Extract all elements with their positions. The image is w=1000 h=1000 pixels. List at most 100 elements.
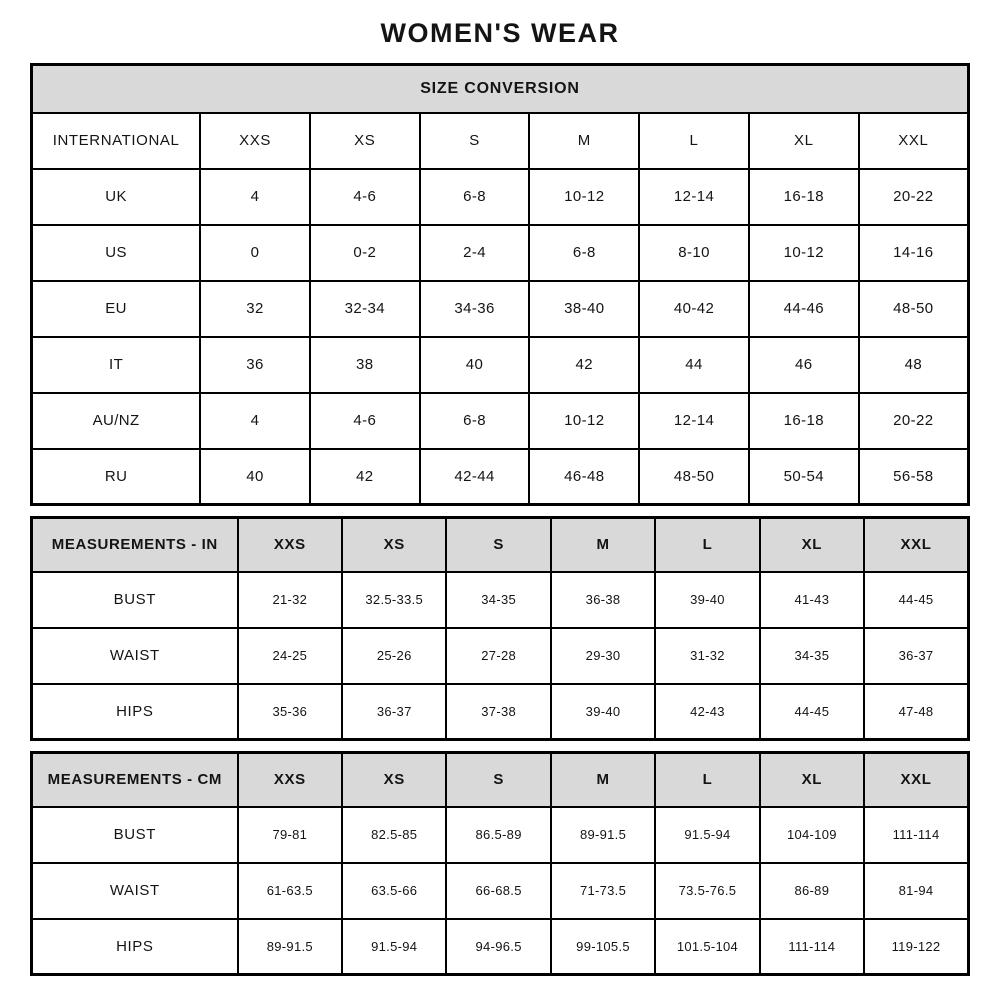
measurements-in-header-row: MEASUREMENTS - IN XXS XS S M L XL XXL [30,516,970,573]
cell: 6-8 [418,167,531,226]
column-header-xs: XS [308,111,421,170]
cell: 25-26 [341,626,448,685]
table-row-bust-cm: BUST 79-81 82.5-85 86.5-89 89-91.5 91.5-… [30,805,970,864]
measurements-cm-table: MEASUREMENTS - CM XXS XS S M L XL XXL BU… [30,751,970,976]
cell: 39-40 [654,570,761,629]
cell: 44-45 [863,570,970,629]
table-row-us: US 0 0-2 2-4 6-8 8-10 10-12 14-16 [30,223,970,282]
cell: 48 [857,335,970,394]
column-header-s: S [418,111,531,170]
row-label-bust: BUST [30,805,239,864]
cell: 12-14 [638,167,750,226]
cell: 32 [199,279,311,338]
measurements-cm-header-row: MEASUREMENTS - CM XXS XS S M L XL XXL [30,751,970,808]
cell: 34-36 [418,279,531,338]
cell: 104-109 [758,805,866,864]
column-header-l: L [654,516,761,573]
cell: 38 [308,335,421,394]
cell: 32.5-33.5 [341,570,448,629]
cell: 86-89 [758,861,866,920]
cell: 111-114 [863,805,970,864]
table-row-aunz: AU/NZ 4 4-6 6-8 10-12 12-14 16-18 20-22 [30,391,970,450]
column-header-measurements-cm: MEASUREMENTS - CM [30,751,239,808]
cell: 27-28 [445,626,552,685]
cell: 35-36 [236,682,344,741]
size-conversion-table: SIZE CONVERSION INTERNATIONAL XXS XS S M… [30,63,970,506]
cell: 36-37 [863,626,970,685]
cell: 56-58 [857,447,970,506]
cell: 10-12 [528,167,641,226]
cell: 66-68.5 [445,861,552,920]
row-label-bust: BUST [30,570,239,629]
table-row-ru: RU 40 42 42-44 46-48 48-50 50-54 56-58 [30,447,970,506]
row-label-it: IT [30,335,202,394]
column-header-xs: XS [341,751,448,808]
cell: 89-91.5 [236,917,344,976]
column-header-xl: XL [747,111,860,170]
column-header-m: M [549,516,657,573]
cell: 16-18 [747,167,860,226]
cell: 21-32 [236,570,344,629]
cell: 46-48 [528,447,641,506]
row-label-aunz: AU/NZ [30,391,202,450]
cell: 10-12 [747,223,860,282]
cell: 24-25 [236,626,344,685]
table-row-uk: UK 4 4-6 6-8 10-12 12-14 16-18 20-22 [30,167,970,226]
cell: 44-45 [758,682,866,741]
cell: 34-35 [758,626,866,685]
cell: 34-35 [445,570,552,629]
cell: 71-73.5 [549,861,657,920]
table-row-it: IT 36 38 40 42 44 46 48 [30,335,970,394]
cell: 42 [528,335,641,394]
cell: 42 [308,447,421,506]
cell: 0-2 [308,223,421,282]
cell: 36-38 [549,570,657,629]
measurements-in-table: MEASUREMENTS - IN XXS XS S M L XL XXL BU… [30,516,970,741]
cell: 47-48 [863,682,970,741]
cell: 39-40 [549,682,657,741]
cell: 10-12 [528,391,641,450]
row-label-eu: EU [30,279,202,338]
row-label-waist: WAIST [30,626,239,685]
table-row-hips-in: HIPS 35-36 36-37 37-38 39-40 42-43 44-45… [30,682,970,741]
column-header-xxl: XXL [857,111,970,170]
cell: 73.5-76.5 [654,861,761,920]
column-header-xxs: XXS [236,751,344,808]
cell: 4-6 [308,167,421,226]
column-header-measurements-in: MEASUREMENTS - IN [30,516,239,573]
cell: 42-43 [654,682,761,741]
row-label-ru: RU [30,447,202,506]
cell: 44 [638,335,750,394]
table-row-hips-cm: HIPS 89-91.5 91.5-94 94-96.5 99-105.5 10… [30,917,970,976]
cell: 36-37 [341,682,448,741]
cell: 101.5-104 [654,917,761,976]
cell: 31-32 [654,626,761,685]
cell: 46 [747,335,860,394]
column-header-l: L [654,751,761,808]
column-header-m: M [549,751,657,808]
cell: 81-94 [863,861,970,920]
cell: 86.5-89 [445,805,552,864]
cell: 40-42 [638,279,750,338]
cell: 48-50 [638,447,750,506]
table-row-eu: EU 32 32-34 34-36 38-40 40-42 44-46 48-5… [30,279,970,338]
column-header-international: INTERNATIONAL [30,111,202,170]
cell: 119-122 [863,917,970,976]
cell: 91.5-94 [654,805,761,864]
cell: 29-30 [549,626,657,685]
cell: 82.5-85 [341,805,448,864]
cell: 6-8 [528,223,641,282]
cell: 20-22 [857,391,970,450]
cell: 4 [199,167,311,226]
table-row-waist-in: WAIST 24-25 25-26 27-28 29-30 31-32 34-3… [30,626,970,685]
cell: 89-91.5 [549,805,657,864]
cell: 4-6 [308,391,421,450]
cell: 6-8 [418,391,531,450]
row-label-uk: UK [30,167,202,226]
cell: 8-10 [638,223,750,282]
table-row-bust-in: BUST 21-32 32.5-33.5 34-35 36-38 39-40 4… [30,570,970,629]
size-conversion-caption: SIZE CONVERSION [30,63,970,114]
page-title: WOMEN'S WEAR [380,18,620,48]
cell: 4 [199,391,311,450]
